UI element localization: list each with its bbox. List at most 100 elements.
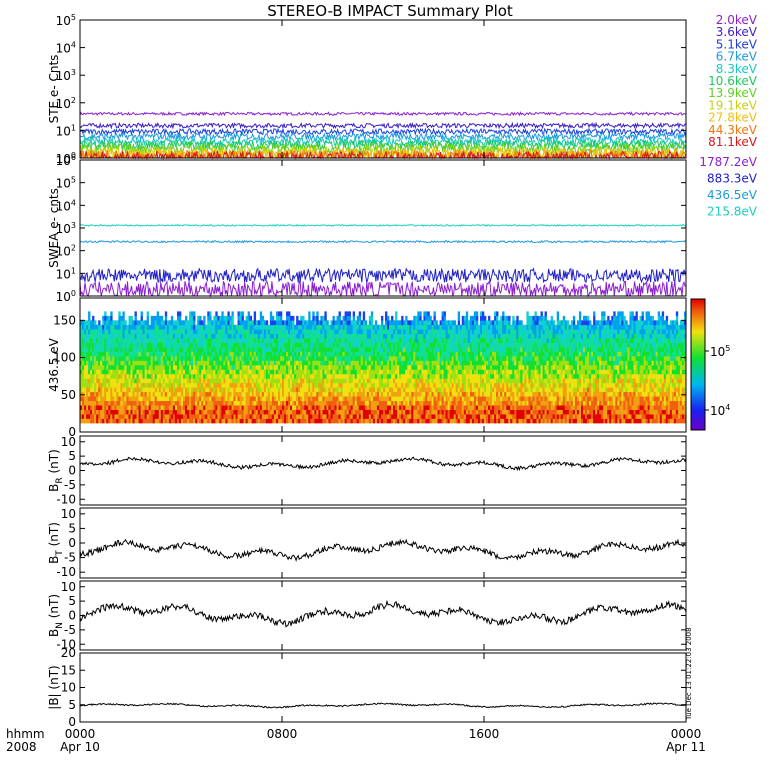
heatmap-cell — [397, 387, 400, 393]
heatmap-cell — [239, 382, 242, 388]
heatmap-cell — [322, 329, 325, 335]
heatmap-cell — [183, 365, 186, 370]
heatmap-cell — [239, 338, 242, 343]
heatmap-cell — [425, 418, 428, 424]
heatmap-cell — [146, 405, 149, 410]
heatmap-cell — [318, 414, 321, 419]
heatmap-cell — [314, 356, 317, 361]
heatmap-cell — [86, 396, 89, 402]
heatmap-cell — [219, 396, 222, 402]
heatmap-cell — [433, 365, 436, 370]
heatmap-cell — [415, 382, 418, 388]
heatmap-cell — [457, 329, 461, 335]
heatmap-cell — [421, 414, 424, 419]
heatmap-cell — [471, 324, 475, 330]
heatmap-cell — [423, 324, 426, 330]
heatmap-cell — [387, 418, 390, 424]
heatmap-cell — [253, 378, 257, 384]
heatmap-cell — [84, 400, 87, 406]
heatmap-cell — [290, 351, 293, 357]
heatmap-cell — [255, 347, 259, 352]
heatmap-cell — [146, 311, 149, 317]
heatmap-cell — [324, 396, 327, 402]
heatmap-cell — [455, 351, 459, 357]
heatmap-cell — [340, 333, 343, 339]
heatmap-cell — [445, 405, 448, 410]
heatmap-cell — [170, 324, 174, 330]
heatmap-cell — [160, 351, 164, 357]
heatmap-cell — [419, 311, 422, 317]
heatmap-cell — [475, 387, 479, 393]
heatmap-cell — [326, 320, 329, 326]
heatmap-cell — [425, 342, 428, 348]
heatmap-cell — [162, 387, 166, 393]
heatmap-cell — [308, 418, 311, 424]
heatmap-cell — [110, 351, 113, 357]
heatmap-cell — [102, 409, 105, 415]
heatmap-cell — [136, 373, 139, 379]
heatmap-cell — [370, 409, 374, 415]
heatmap-cell — [166, 382, 170, 388]
heatmap-cell — [201, 396, 204, 402]
heatmap-cell — [447, 396, 450, 402]
heatmap-cell — [150, 347, 154, 352]
heatmap-cell — [156, 338, 160, 343]
heatmap-cell — [288, 342, 291, 348]
heatmap-cell — [189, 391, 192, 397]
heatmap-cell — [140, 409, 143, 415]
heatmap-cell — [201, 391, 204, 397]
heatmap-cell — [223, 418, 226, 424]
heatmap-cell — [233, 409, 236, 415]
heatmap-cell — [445, 387, 448, 393]
heatmap-cell — [290, 378, 293, 384]
heatmap-cell — [162, 396, 166, 402]
heatmap-cell — [148, 391, 151, 397]
heatmap-cell — [463, 405, 467, 410]
heatmap-cell — [255, 320, 259, 326]
heatmap-cell — [328, 356, 331, 361]
heatmap-cell — [185, 387, 188, 393]
heatmap-cell — [350, 356, 353, 361]
heatmap-cell — [490, 382, 493, 388]
heatmap-cell — [104, 333, 107, 339]
heatmap-cell — [235, 391, 238, 397]
heatmap-cell — [233, 418, 236, 424]
heatmap-cell — [90, 365, 93, 370]
heatmap-cell — [471, 382, 475, 388]
heatmap-cell — [92, 333, 95, 339]
heatmap-cell — [205, 356, 208, 361]
heatmap-cell — [465, 391, 469, 397]
heatmap-cell — [362, 356, 366, 361]
heatmap-cell — [310, 360, 313, 366]
heatmap-cell — [229, 369, 232, 375]
heatmap-cell — [211, 342, 214, 348]
heatmap-cell — [405, 373, 408, 379]
heatmap-cell — [348, 329, 351, 335]
heatmap-cell — [187, 351, 190, 357]
heatmap-cell — [241, 373, 244, 379]
heatmap-cell — [269, 320, 273, 326]
heatmap-cell — [273, 351, 277, 357]
heatmap-cell — [312, 387, 315, 393]
heatmap-cell — [409, 369, 412, 375]
heatmap-cell — [94, 387, 97, 393]
heatmap-cell — [156, 387, 160, 393]
heatmap-cell — [134, 409, 137, 415]
heatmap-cell — [385, 329, 388, 335]
heatmap-cell — [352, 347, 356, 352]
heatmap-cell — [324, 414, 327, 419]
heatmap-cell — [104, 342, 107, 348]
heatmap-cell — [441, 382, 444, 388]
heatmap-cell — [310, 324, 313, 330]
heatmap-cell — [176, 347, 180, 352]
heatmap-cell — [378, 400, 382, 406]
heatmap-cell — [413, 356, 416, 361]
heatmap-cell — [199, 418, 202, 424]
heatmap-cell — [108, 387, 111, 393]
heatmap-cell — [342, 400, 345, 406]
heatmap-cell — [225, 360, 228, 366]
heatmap-cell — [374, 342, 378, 348]
heatmap-cell — [405, 382, 408, 388]
heatmap-cell — [106, 391, 109, 397]
